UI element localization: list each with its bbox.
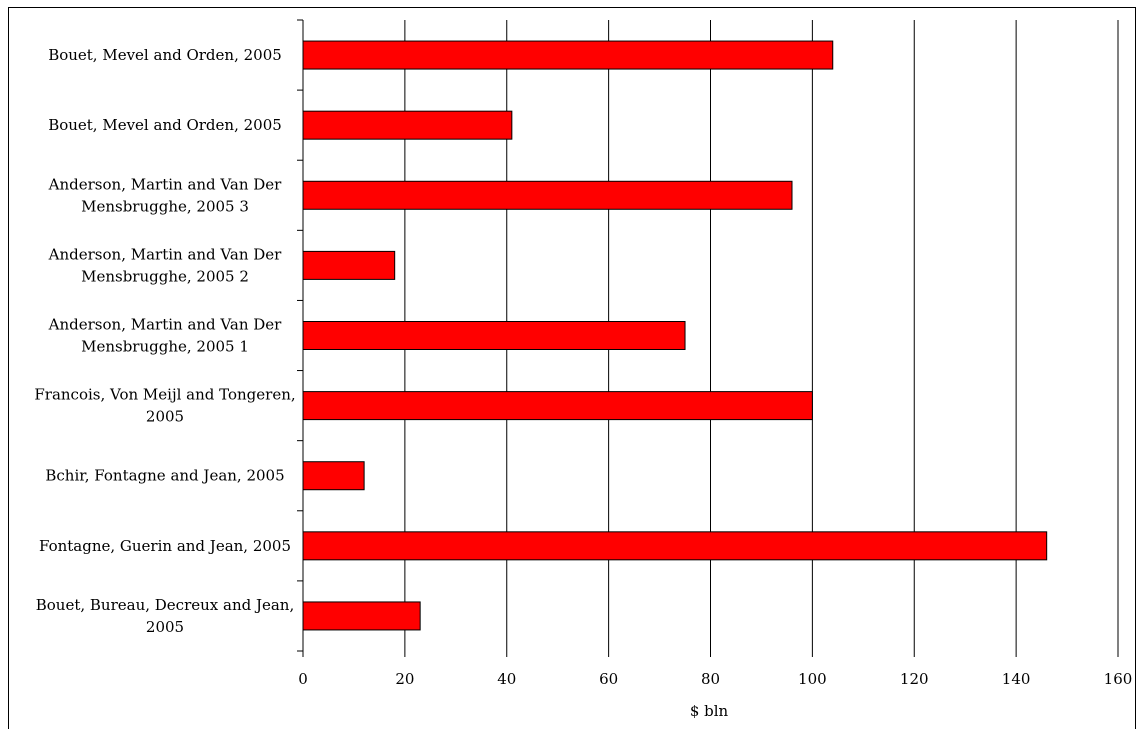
x-tick-label: 40 (497, 670, 516, 688)
x-tick-label: 140 (1002, 670, 1031, 688)
category-label: Mensbrugghe, 2005 1 (81, 338, 249, 356)
chart-frame (8, 7, 1136, 729)
bars (302, 40, 1048, 631)
bar-1 (302, 40, 834, 70)
bar-4 (302, 250, 396, 280)
category-labels: Bouet, Mevel and Orden, 2005 Bouet, Mevel… (34, 46, 295, 636)
category-label: Mensbrugghe, 2005 3 (81, 197, 249, 215)
category-label: Bouet, Mevel and Orden, 2005 (48, 46, 282, 64)
x-tick-label: 80 (701, 670, 720, 688)
category-label: Bchir, Fontagne and Jean, 2005 (45, 467, 284, 485)
category-label: 2005 (146, 408, 184, 426)
x-tick-label: 0 (298, 670, 308, 688)
category-label: Fontagne, Guerin and Jean, 2005 (39, 537, 291, 555)
bar-9 (302, 601, 421, 631)
category-label: 2005 (146, 618, 184, 636)
bar-5 (302, 321, 686, 350)
bar-7 (302, 461, 365, 491)
category-label: Bouet, Mevel and Orden, 2005 (48, 116, 282, 134)
category-label: Anderson, Martin and Van Der (48, 245, 282, 263)
x-tick-label: 120 (900, 670, 929, 688)
x-tick-label: 20 (395, 670, 414, 688)
x-tick-label: 60 (599, 670, 618, 688)
bar-6 (302, 391, 813, 421)
category-label: Anderson, Martin and Van Der (48, 175, 282, 193)
x-tick-label: 160 (1104, 670, 1133, 688)
category-label: Mensbrugghe, 2005 2 (81, 267, 249, 285)
axes (297, 19, 1119, 657)
category-label: Anderson, Martin and Van Der (48, 316, 282, 334)
category-label: Francois, Von Meijl and Tongeren, (34, 386, 295, 404)
x-tick-label: 100 (798, 670, 827, 688)
bar-3 (302, 180, 793, 210)
tick-labels: 0 20 40 60 80 100 120 140 160 (298, 670, 1132, 688)
category-label: Bouet, Bureau, Decreux and Jean, (36, 596, 295, 614)
bar-2 (302, 110, 513, 140)
bar-8 (302, 531, 1048, 561)
x-axis-title: $ bln (690, 702, 729, 720)
